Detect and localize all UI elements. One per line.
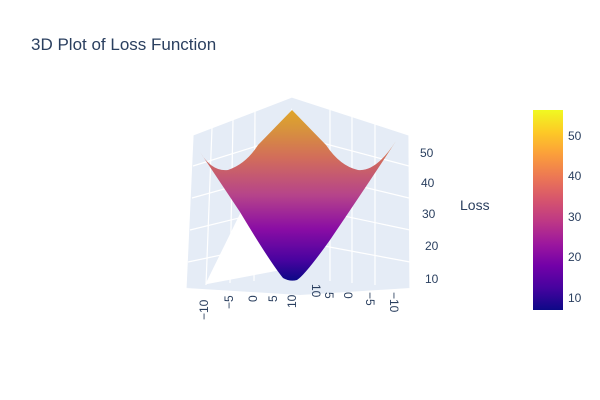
z-axis-ticks: 10 20 30 40 50 — [420, 146, 439, 286]
x-tick: −5 — [222, 295, 236, 309]
colorbar-tick: 50 — [568, 129, 582, 143]
colorbar-tick: 10 — [568, 291, 582, 305]
z-tick: 40 — [421, 176, 435, 190]
x-tick: 0 — [246, 295, 260, 302]
z-tick: 50 — [420, 146, 434, 160]
y-tick: −10 — [387, 292, 401, 313]
x-tick: −10 — [197, 299, 211, 320]
x-axis-ticks: −10 −5 0 5 10 — [197, 294, 299, 320]
y-tick: 0 — [341, 292, 355, 299]
x-tick: 5 — [266, 295, 280, 302]
y-tick: 5 — [322, 292, 336, 299]
colorbar-tick: 40 — [568, 169, 582, 183]
z-tick: 10 — [425, 272, 439, 286]
colorbar: 10 20 30 40 50 — [533, 110, 582, 310]
loss-surface — [200, 110, 396, 281]
floor — [186, 268, 410, 295]
colorbar-gradient — [533, 110, 563, 310]
x-tick: 10 — [285, 294, 299, 308]
y-tick: 10 — [309, 284, 323, 298]
colorbar-tick: 30 — [568, 210, 582, 224]
z-tick: 20 — [425, 239, 439, 253]
y-tick: −5 — [363, 292, 377, 306]
y-axis-ticks: 10 5 0 −5 −10 — [309, 284, 401, 313]
colorbar-tick: 20 — [568, 250, 582, 264]
z-axis-label: Loss — [460, 197, 490, 213]
z-tick: 30 — [422, 207, 436, 221]
chart-title: 3D Plot of Loss Function — [31, 35, 216, 54]
